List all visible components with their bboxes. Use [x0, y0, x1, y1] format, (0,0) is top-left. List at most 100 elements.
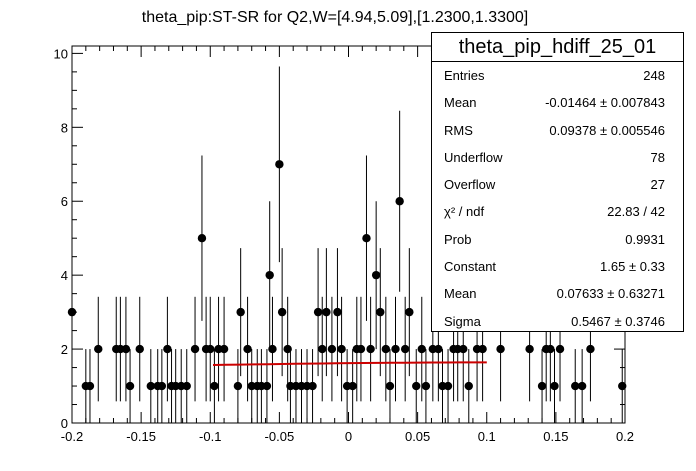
data-point [146, 381, 156, 391]
data-point [525, 344, 534, 354]
y-tick-label: 8 [61, 120, 68, 135]
data-point [421, 381, 431, 391]
data-point [571, 381, 580, 391]
data-point [537, 381, 547, 391]
data-point [405, 307, 414, 317]
stats-rows: Entries 248 Mean -0.01464 ± 0.007843 RMS 0.09… [432, 62, 683, 335]
data-point [443, 381, 453, 391]
data-point [322, 307, 331, 317]
x-tick-label: 0 [345, 429, 352, 444]
data-point [348, 381, 357, 391]
x-tick-label: 0.1 [478, 429, 496, 444]
data-point [417, 344, 426, 354]
data-point [219, 344, 229, 354]
stats-row: RMS 0.09378 ± 0.005546 [432, 117, 683, 144]
stats-label: Constant [444, 259, 497, 275]
stats-label: Mean [444, 286, 477, 302]
stats-label: Entries [444, 68, 485, 83]
stats-box: theta_pip_hdiff_25_01 Entries 248 Mean -0.0… [431, 32, 684, 332]
data-point [464, 381, 473, 391]
stats-row: Constant 1.65 ± 0.33 [432, 253, 683, 280]
data-point [163, 344, 172, 354]
data-point [268, 344, 277, 354]
x-tick-label: -0.15 [126, 429, 156, 444]
stats-row: χ² / ndf 22.83 / 42 [432, 198, 683, 225]
data-point [182, 381, 191, 391]
y-tick-label: 4 [61, 268, 68, 283]
data-point [550, 381, 559, 391]
data-point [206, 344, 215, 354]
stats-row: Sigma 0.5467 ± 0.3746 [432, 308, 683, 335]
data-point [236, 307, 245, 317]
y-tick-label: 2 [61, 342, 68, 357]
y-tick-label: 10 [54, 46, 68, 61]
chart-title: theta_pip:ST-SR for Q2,W=[4.94,5.09],[1.… [142, 9, 528, 26]
stats-label: Sigma [444, 313, 481, 329]
data-point [135, 344, 144, 354]
x-tick-label: 0.2 [616, 429, 634, 444]
x-tick-label: -0.05 [265, 429, 295, 444]
data-point [265, 270, 274, 280]
x-tick-label: -0.1 [199, 429, 221, 444]
data-point [391, 344, 400, 354]
data-point [233, 381, 243, 391]
data-point [327, 344, 337, 354]
stats-value: -0.01464 ± 0.007843 [545, 95, 665, 111]
data-point [157, 381, 167, 391]
data-point [400, 344, 410, 354]
data-point [412, 381, 421, 391]
stats-row: Entries 248 [432, 62, 683, 89]
fit-curve [212, 361, 487, 366]
data-point [277, 307, 287, 317]
data-point [371, 270, 381, 280]
data-point [318, 344, 327, 354]
stats-value: 0.07633 ± 0.63271 [556, 286, 665, 302]
x-tick-label: 0.15 [543, 429, 568, 444]
data-point [121, 344, 131, 354]
data-point [275, 160, 284, 169]
stats-label: RMS [444, 122, 473, 138]
data-point [125, 381, 135, 391]
stats-row: Mean 0.07633 ± 0.63271 [432, 280, 683, 307]
data-point [577, 381, 587, 391]
data-point [385, 381, 395, 391]
data-point [243, 344, 252, 354]
data-point [496, 344, 505, 354]
data-point [376, 307, 385, 317]
stats-value: 1.65 ± 0.33 [600, 259, 665, 275]
stats-value: 22.83 / 42 [607, 204, 665, 220]
data-point [546, 344, 555, 354]
stats-title: theta_pip_hdiff_25_01 [432, 33, 683, 62]
data-point [478, 344, 487, 354]
data-point [555, 344, 565, 354]
data-point [85, 381, 95, 391]
stats-label: Prob [444, 231, 472, 247]
stats-value: 78 [650, 149, 665, 165]
data-point [381, 344, 391, 354]
stats-value: 0.9931 [625, 231, 665, 247]
data-point [333, 307, 342, 317]
data-point [190, 344, 200, 354]
data-point [356, 344, 366, 354]
data-point [197, 233, 207, 243]
stats-label: Mean [444, 95, 477, 111]
data-point [313, 307, 323, 317]
data-point [262, 381, 272, 391]
x-axis: -0.2 -0.15 -0.1 -0.05 0 0.05 0.1 0.15 0.2 [61, 46, 634, 444]
stats-label: χ² / ndf [444, 204, 485, 220]
data-point [459, 344, 468, 354]
data-point [362, 233, 371, 243]
y-tick-label: 0 [61, 416, 68, 431]
stats-value: 0.5467 ± 0.3746 [571, 313, 665, 329]
data-point [283, 344, 292, 354]
data-point [395, 197, 404, 206]
data-point [94, 344, 103, 354]
y-tick-label: 6 [61, 194, 68, 209]
stats-label: Underflow [444, 149, 503, 165]
data-point [210, 381, 219, 391]
stats-value: 0.09378 ± 0.005546 [549, 122, 665, 138]
stats-value: 27 [650, 177, 665, 193]
data-point [308, 381, 317, 391]
stats-row: Underflow 78 [432, 144, 683, 171]
